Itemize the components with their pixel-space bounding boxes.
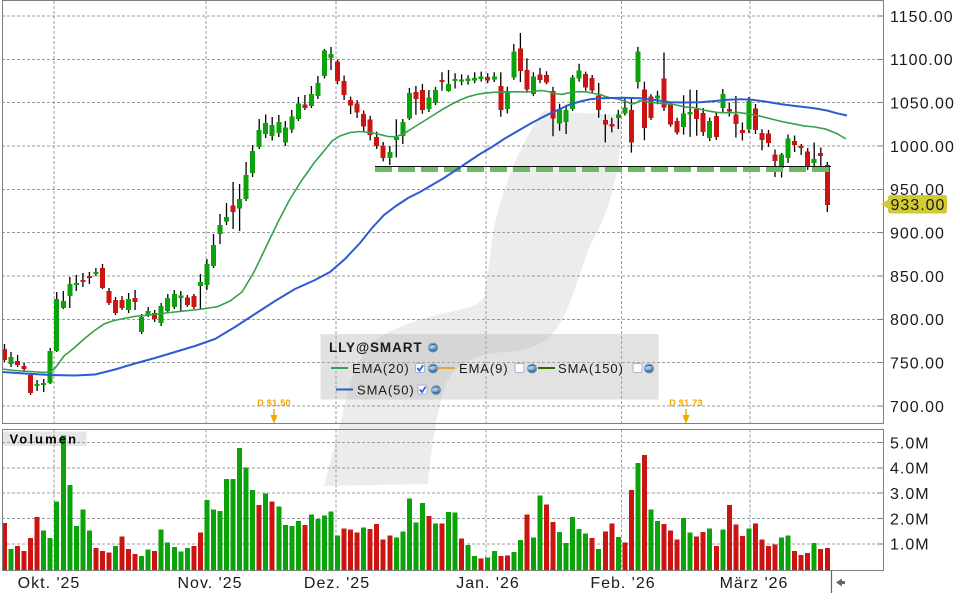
svg-text:Dez. '25: Dez. '25 <box>304 575 370 592</box>
svg-text:SMA(150): SMA(150) <box>558 361 624 376</box>
svg-text:D $1.73: D $1.73 <box>669 398 703 408</box>
svg-text:1150.00: 1150.00 <box>890 9 954 26</box>
svg-text:1100.00: 1100.00 <box>890 52 954 69</box>
svg-text:933.00: 933.00 <box>891 197 946 214</box>
svg-text:700.00: 700.00 <box>890 399 945 416</box>
svg-text:3.0M: 3.0M <box>890 486 930 503</box>
svg-text:1.0M: 1.0M <box>890 537 930 554</box>
svg-text:5.0M: 5.0M <box>890 435 930 452</box>
svg-text:Okt. '25: Okt. '25 <box>18 575 81 592</box>
svg-text:Jan. '26: Jan. '26 <box>456 575 520 592</box>
svg-text:900.00: 900.00 <box>890 226 945 243</box>
svg-text:März '26: März '26 <box>720 575 789 592</box>
svg-text:4.0M: 4.0M <box>890 461 930 478</box>
svg-text:Nov. '25: Nov. '25 <box>177 575 242 592</box>
svg-text:1000.00: 1000.00 <box>890 139 955 156</box>
svg-text:LLY@SMART: LLY@SMART <box>329 340 423 355</box>
svg-text:950.00: 950.00 <box>890 182 945 199</box>
svg-text:Volumen: Volumen <box>10 432 79 447</box>
svg-text:850.00: 850.00 <box>890 269 945 286</box>
svg-text:D $1.50: D $1.50 <box>257 398 291 408</box>
svg-text:EMA(20): EMA(20) <box>352 361 410 376</box>
svg-text:1050.00: 1050.00 <box>890 96 955 113</box>
svg-text:750.00: 750.00 <box>890 356 945 373</box>
svg-text:2.0M: 2.0M <box>890 511 930 528</box>
svg-text:EMA(9): EMA(9) <box>459 361 508 376</box>
svg-text:800.00: 800.00 <box>890 312 945 329</box>
svg-text:SMA(50): SMA(50) <box>357 383 415 398</box>
svg-text:Feb. '26: Feb. '26 <box>590 575 655 592</box>
